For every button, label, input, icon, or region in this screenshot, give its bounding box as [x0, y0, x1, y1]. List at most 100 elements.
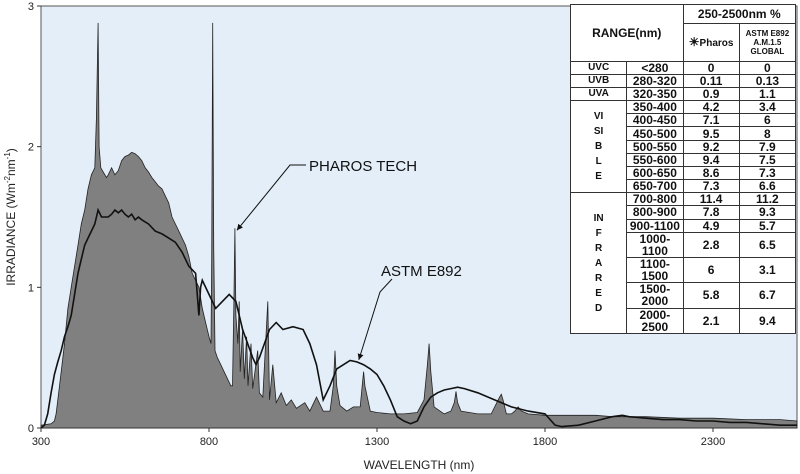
table-row: 450-500 9.5 8 [571, 126, 797, 141]
pharos-value-cell: 2.1 [682, 307, 740, 335]
x-tick-label: 800 [200, 436, 218, 448]
astm-header-line1: ASTM E892 [745, 28, 790, 38]
pharos-spectrum-area [40, 22, 798, 429]
astm-value-cell: 11.2 [738, 192, 797, 207]
astm-column-header: ASTM E892 A.M.1.5 GLOBAL [738, 23, 797, 62]
percent-header: 250-2500nm % [682, 3, 796, 25]
astm-callout-arrow [357, 278, 393, 361]
x-tick-label: 1800 [533, 436, 557, 448]
pharos-value-cell: 7.1 [682, 113, 740, 128]
x-tick-label: 1300 [365, 436, 389, 448]
band-label-cell: UVB [569, 73, 628, 89]
range-cell: 600-650 [626, 165, 684, 181]
astm-value-cell: 6.7 [738, 282, 797, 309]
range-cell: 500-550 [626, 139, 684, 154]
pharos-value-cell: 0.9 [682, 86, 740, 102]
y-tick-label: 0 [28, 423, 34, 435]
pharos-value-cell: 2.8 [682, 231, 740, 259]
range-cell: 650-700 [626, 179, 684, 194]
astm-value-cell: 7.5 [738, 152, 797, 167]
pharos-value-cell: 9.4 [682, 152, 740, 167]
visible-band-label-text: VISIBLE [593, 111, 604, 183]
y-tick-label: 2 [28, 142, 34, 154]
pharos-value-cell: 0.11 [682, 73, 740, 89]
range-cell: 320-350 [626, 86, 684, 102]
pharos-value-cell: 4.2 [682, 100, 740, 115]
visible-band-label: VISIBLE [569, 100, 628, 194]
range-cell: 350-400 [626, 100, 684, 115]
infrared-band-label-text: INFRARED [593, 212, 604, 314]
range-cell: 800-900 [626, 205, 684, 220]
range-cell: 450-500 [626, 126, 684, 141]
range-cell: 1100-1500 [626, 257, 684, 284]
astm-value-cell: 9.3 [738, 205, 797, 220]
range-cell: 550-600 [626, 152, 684, 167]
range-cell: 700-800 [626, 192, 684, 207]
astm-header-line2: A.M.1.5 [753, 37, 782, 47]
table-row: VISIBLE 350-400 4.2 3.4 [569, 100, 797, 194]
astm-value-cell: 6 [738, 113, 797, 128]
sun-icon: ☀ [688, 34, 700, 49]
pharos-value-cell: 9.5 [682, 126, 740, 141]
pharos-value-cell: 4.9 [682, 218, 740, 233]
range-cell: 400-450 [626, 113, 684, 128]
table-row: 900-1100 4.9 5.7 [571, 218, 797, 233]
table-row: 600-650 8.6 7.3 [571, 165, 797, 181]
y-tick-label: 3 [28, 1, 34, 13]
y-tick-label: 1 [28, 282, 34, 294]
table-row: INFRARED 700-800 11.4 11.2 [569, 192, 797, 334]
pharos-value-cell: 8.6 [682, 165, 740, 181]
astm-value-cell: 0.13 [738, 73, 797, 89]
band-label-cell: UVC [569, 60, 628, 75]
table-row: 650-700 7.3 6.6 [571, 179, 797, 194]
pharos-value-cell: 7.8 [682, 205, 740, 220]
astm-value-cell: 3.4 [738, 100, 797, 115]
astm-value-cell: 3.1 [738, 257, 797, 284]
pharos-value-cell: 5.8 [682, 282, 740, 309]
x-tick-label: 2300 [701, 436, 725, 448]
astm-header-line3: GLOBAL [750, 46, 785, 56]
table-subheader-row: ☀Pharos ASTM E892 A.M.1.5 GLOBAL [571, 23, 797, 62]
table-row: 500-550 9.2 7.9 [571, 139, 797, 154]
table-row: 400-450 7.1 6 [571, 113, 797, 128]
table-row: UVA 320-350 0.9 1.1 [569, 86, 797, 102]
range-cell: 2000-2500 [626, 307, 684, 335]
band-label-cell: UVA [569, 86, 628, 102]
infrared-band-label: INFRARED [569, 192, 628, 334]
astm-value-cell: 6.6 [738, 179, 797, 194]
range-header: RANGE(nm) [570, 4, 684, 62]
astm-value-cell: 9.4 [738, 307, 797, 335]
astm-spectrum-line [40, 207, 797, 429]
range-cell: 1500-2000 [626, 282, 684, 309]
range-cell: 900-1100 [626, 218, 684, 233]
range-percentage-table: RANGE(nm) 250-2500nm % ☀Pharos ASTM E892… [569, 3, 797, 335]
table-row: 1100-1500 6 3.1 [571, 257, 797, 284]
pharos-column-header: ☀Pharos [682, 23, 740, 62]
astm-value-cell: 8 [738, 126, 797, 141]
x-axis-title: WAVELENGTH (nm) [364, 458, 475, 472]
pharos-value-cell: 11.4 [682, 192, 740, 207]
pharos-value-cell: 0 [682, 60, 740, 75]
astm-value-cell: 5.7 [738, 218, 797, 233]
astm-value-cell: 7.9 [738, 139, 797, 154]
astm-value-cell: 6.5 [738, 231, 797, 259]
astm-value-cell: 1.1 [738, 86, 797, 102]
table-header-row: RANGE(nm) 250-2500nm % [570, 3, 796, 62]
y-axis-title: IRRADIANCE (Wm-2nm-1) [3, 148, 18, 286]
pharos-value-cell: 9.2 [682, 139, 740, 154]
range-cell: 1000-1100 [626, 231, 684, 259]
astm-value-cell: 0 [738, 60, 797, 75]
table-row: UVC <280 0 0 [569, 60, 797, 75]
table-row: 1500-2000 5.8 6.7 [571, 282, 797, 309]
range-cell: <280 [626, 60, 684, 75]
pharos-value-cell: 6 [682, 257, 740, 284]
astm-callout-label: ASTM E892 [381, 263, 462, 280]
pharos-callout-arrow [236, 164, 306, 231]
pharos-value-cell: 7.3 [682, 179, 740, 194]
pharos-callout-label: PHAROS TECH [309, 158, 417, 175]
range-cell: 280-320 [626, 73, 684, 89]
table-row: 2000-2500 2.1 9.4 [571, 307, 797, 335]
x-tick-label: 300 [32, 436, 50, 448]
table-row: UVB 280-320 0.11 0.13 [569, 73, 797, 89]
astm-value-cell: 7.3 [738, 165, 797, 181]
